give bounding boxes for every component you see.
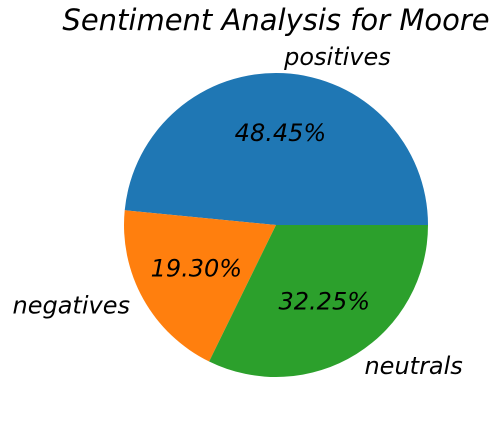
pie-slice-neutrals bbox=[209, 225, 428, 377]
pie-slice-negatives bbox=[124, 210, 277, 362]
slice-label-positives: positives bbox=[283, 43, 391, 71]
pie-labels: positives 48.45% negatives 19.30% neutrals 32… bbox=[13, 43, 463, 380]
slice-percent-positives: 48.45% bbox=[235, 119, 327, 147]
pie-slices bbox=[124, 72, 428, 377]
slice-percent-neutrals: 32.25% bbox=[279, 287, 371, 315]
pie-slice-positives bbox=[124, 72, 428, 225]
slice-percent-negatives: 19.30% bbox=[151, 254, 243, 282]
slice-label-negatives: negatives bbox=[13, 291, 130, 319]
chart-title: Sentiment Analysis for Moore bbox=[62, 3, 489, 37]
slice-label-neutrals: neutrals bbox=[364, 352, 462, 380]
